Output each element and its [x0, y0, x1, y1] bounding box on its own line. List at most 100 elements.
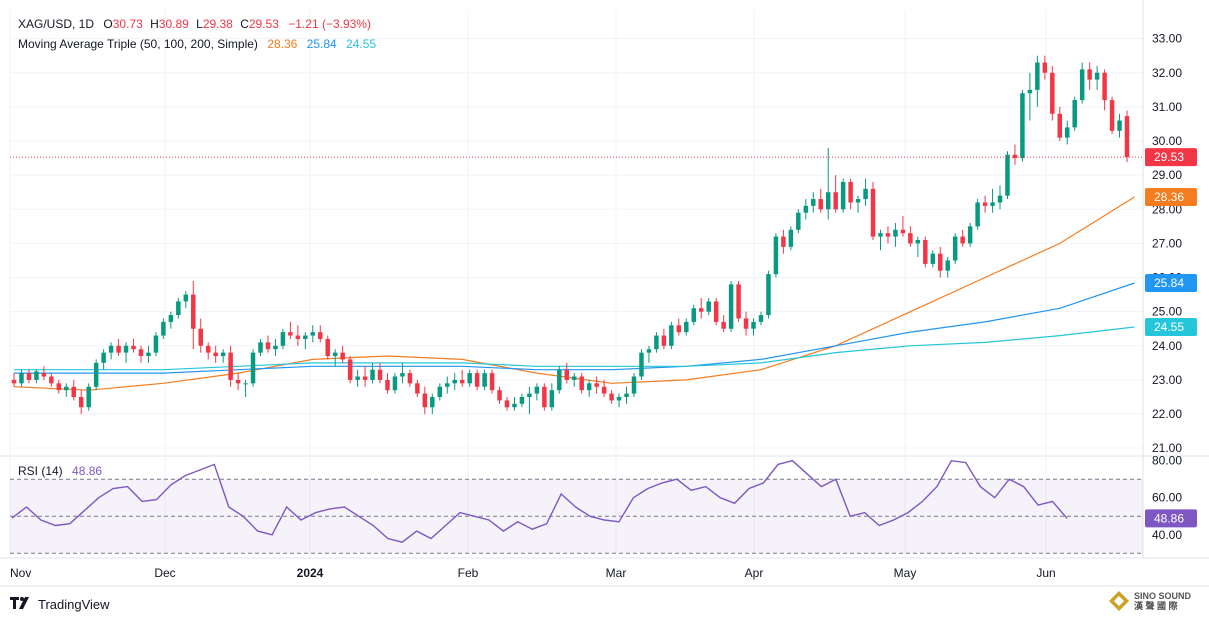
candle-body [840, 181, 846, 210]
ma-line-0 [13, 196, 1135, 391]
candle-body [870, 188, 876, 237]
rsi-tick-label: 80.00 [1152, 454, 1182, 468]
candle-body [1124, 116, 1130, 158]
y-tick-label: 27.00 [1152, 236, 1182, 250]
candle-body [325, 338, 330, 357]
rsi-tag: 48.86 [1154, 511, 1184, 525]
ma100-tag-bg [1145, 274, 1197, 292]
last-price-tag: 29.53 [1154, 150, 1184, 164]
candle-body [900, 229, 906, 234]
candle-body [1102, 72, 1107, 101]
candle-body [332, 352, 338, 357]
y-tick-label: 30.00 [1152, 134, 1182, 148]
candle-body [654, 335, 659, 350]
candle-body [698, 308, 704, 312]
candle-body [571, 376, 577, 380]
y-tick-label: 31.00 [1152, 100, 1182, 114]
change-value: −1.21 (−3.93%) [288, 17, 371, 31]
candle-body [661, 335, 667, 346]
candle-body [459, 379, 465, 384]
ma100-value: 25.84 [306, 37, 337, 51]
sino-sound-watermark: SINO SOUND 漢 聲 國 際 [1108, 590, 1191, 612]
candle-body [893, 229, 898, 237]
candle-body [601, 386, 607, 394]
candle-body [370, 369, 375, 380]
ma-line-1 [14, 282, 1135, 374]
candle-body [863, 188, 868, 200]
candle-body [288, 332, 293, 336]
candle-body [997, 195, 1003, 203]
candle-body [310, 332, 316, 336]
candle-body [938, 253, 943, 271]
candle-body [340, 352, 345, 360]
candle-body [295, 335, 301, 339]
high-value: 30.89 [158, 17, 189, 31]
candle-body [1005, 154, 1010, 196]
candle-body [975, 202, 980, 227]
x-tick-label: Nov [10, 566, 31, 580]
candle-body [41, 373, 47, 377]
candle-body [631, 376, 637, 394]
candle-body [758, 315, 764, 322]
candle-body [437, 386, 443, 397]
candle-body [123, 345, 129, 353]
candle-body [430, 396, 435, 408]
candle-body [982, 202, 988, 206]
candle-body [56, 383, 62, 391]
candle-body [250, 352, 256, 384]
candle-body [594, 383, 599, 387]
candle-body [273, 345, 278, 350]
candle-body [108, 345, 114, 353]
candle-body [191, 294, 196, 329]
candle-body [445, 383, 450, 387]
last-price-tag-bg [1145, 148, 1197, 167]
candle-body [482, 373, 487, 387]
candle-body [728, 284, 734, 329]
candle-body [624, 393, 629, 397]
candle-body [176, 301, 181, 316]
x-tick-label: Jun [1036, 566, 1055, 580]
candle-body [519, 396, 525, 404]
candle-body [736, 284, 741, 319]
candle-body [497, 390, 502, 401]
rsi-tick-label: 40.00 [1152, 528, 1182, 542]
candle-body [743, 318, 749, 329]
y-tick-label: 21.00 [1152, 441, 1182, 455]
ma50-tag-bg [1145, 188, 1197, 206]
rsi-line [11, 459, 1068, 543]
candle-body [609, 393, 614, 401]
open-label: O [103, 17, 113, 31]
candle-body [93, 362, 99, 387]
candle-body [504, 400, 510, 408]
ma200-tag-bg [1145, 318, 1197, 337]
x-tick-label: May [894, 566, 917, 580]
high-label: H [150, 17, 159, 31]
candle-body [773, 236, 779, 275]
candle-body [796, 212, 801, 230]
candle-body [168, 315, 174, 322]
tradingview-brand[interactable]: TradingView [10, 597, 110, 612]
y-tick-label: 23.00 [1152, 373, 1182, 387]
candle-body [855, 199, 861, 203]
watermark-line2: 漢 聲 國 際 [1133, 601, 1178, 611]
candle-body [415, 383, 420, 394]
y-tick-label: 33.00 [1152, 32, 1182, 46]
candle-body [646, 349, 652, 353]
candle-body [721, 321, 726, 329]
candle-body [183, 294, 189, 302]
ma50-tag: 28.36 [1154, 190, 1184, 204]
candle-body [788, 229, 794, 247]
y-tick-label: 25.00 [1152, 305, 1182, 319]
candle-body [639, 352, 644, 377]
candle-body [1109, 100, 1115, 131]
y-tick-label: 29.00 [1152, 168, 1182, 182]
candle-body [542, 386, 547, 408]
candle-body [527, 393, 532, 397]
candle-body [818, 199, 823, 210]
candle-body [691, 308, 696, 322]
candle-body [86, 386, 91, 408]
candle-body [11, 379, 17, 384]
candle-body [1094, 72, 1100, 80]
candle-body [385, 379, 390, 391]
